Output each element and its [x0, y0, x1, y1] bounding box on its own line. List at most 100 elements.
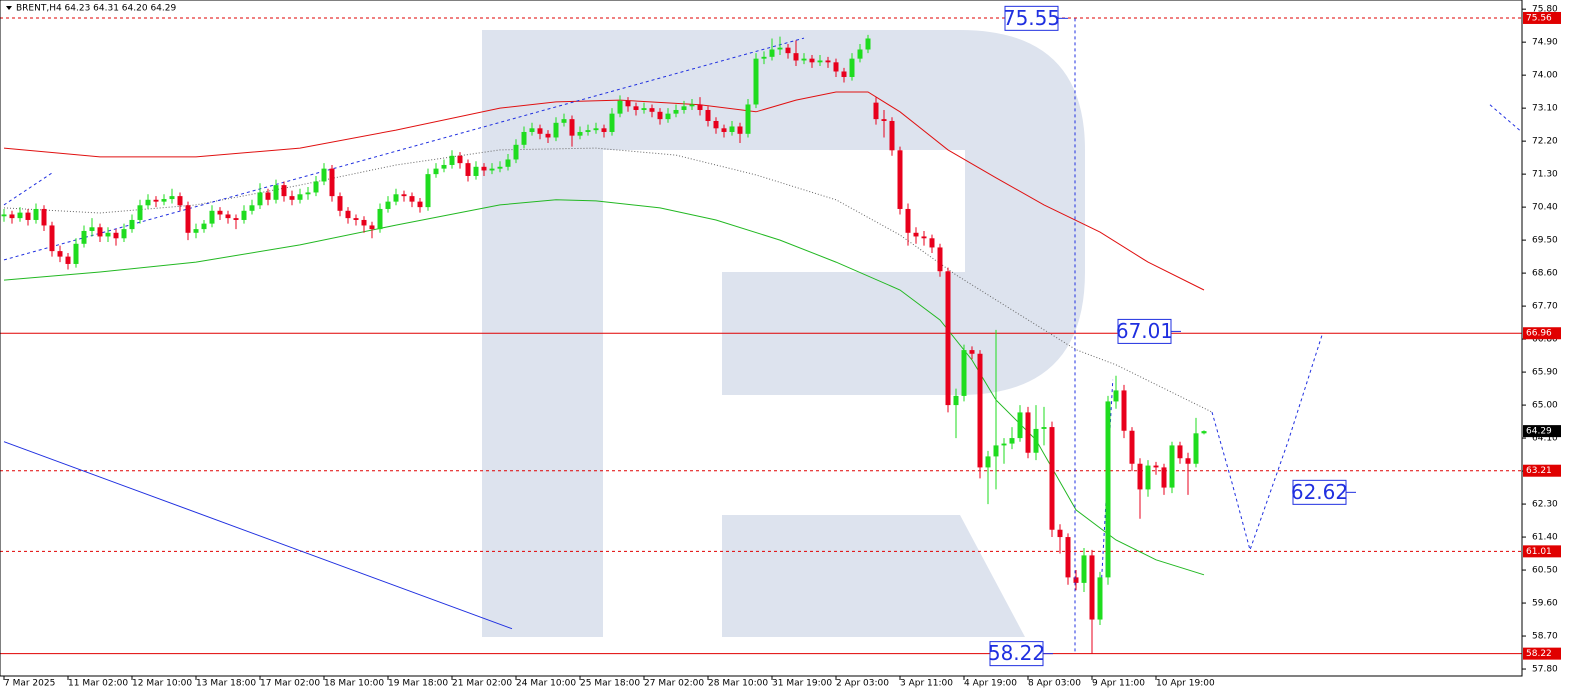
candle-body	[305, 192, 311, 195]
candle-body	[1193, 433, 1199, 464]
candle-body	[313, 181, 319, 193]
candle-body	[441, 164, 447, 169]
candle-body	[993, 445, 999, 457]
level-label: 66.96	[1526, 329, 1552, 339]
candle-body	[553, 122, 559, 138]
candle-body	[809, 58, 815, 63]
candle-body	[41, 208, 47, 226]
candle-body	[513, 144, 519, 160]
candle-body	[345, 210, 351, 219]
level-label-box	[1523, 11, 1561, 24]
candle-body	[177, 196, 183, 206]
candle-body	[1057, 529, 1063, 538]
candle-body	[857, 49, 863, 59]
y-tick-label: 74.00	[1532, 71, 1558, 81]
x-tick-label: 2 Apr 03:00	[836, 679, 889, 689]
candle-body	[873, 102, 879, 120]
x-tick-label: 17 Mar 02:00	[260, 679, 320, 689]
candle-body	[89, 227, 95, 231]
level-label: 61.01	[1526, 547, 1552, 557]
candle-body	[577, 131, 583, 136]
x-tick-label: 4 Apr 19:00	[964, 679, 1017, 689]
y-tick-label: 67.70	[1532, 302, 1558, 312]
menu-icon	[6, 6, 12, 10]
candle-body	[657, 111, 663, 120]
candle-body	[937, 247, 943, 272]
candle-body	[721, 128, 727, 132]
y-tick-label: 71.30	[1532, 170, 1558, 180]
candle-body	[729, 126, 735, 132]
candle-body	[401, 194, 407, 197]
candle-body	[1185, 458, 1191, 464]
indicator-line	[3, 91, 1205, 291]
candle-body	[49, 225, 55, 252]
candle-body	[337, 196, 343, 211]
y-tick-label: 69.50	[1532, 236, 1558, 246]
level-label-box	[1523, 545, 1561, 558]
candle-body	[153, 199, 159, 202]
candle-body	[1065, 537, 1071, 578]
candle-body	[25, 212, 31, 220]
candle-body	[697, 104, 703, 110]
candle-body	[761, 56, 767, 59]
candle-body	[1089, 555, 1095, 620]
candle-body	[369, 225, 375, 230]
candle-body	[537, 128, 543, 134]
y-tick-label: 58.70	[1532, 632, 1558, 642]
y-tick-label: 62.30	[1532, 500, 1558, 510]
candle-body	[217, 210, 223, 215]
candle-body	[169, 196, 175, 200]
candle-body	[905, 208, 911, 233]
candle-body	[1177, 445, 1183, 459]
candle-body	[1009, 438, 1015, 444]
indicator-line	[3, 199, 1205, 576]
candle-body	[1169, 445, 1175, 488]
candle-body	[777, 47, 783, 50]
candle-body	[649, 108, 655, 112]
level-label-box	[1523, 464, 1561, 477]
candle-body	[449, 155, 455, 165]
x-tick-label: 25 Mar 18:00	[580, 679, 640, 689]
y-tick-label: 73.10	[1532, 104, 1558, 114]
x-tick-label: 7 Mar 2025	[4, 679, 55, 689]
indicator-line	[1489, 104, 1521, 131]
y-tick-label: 65.90	[1532, 368, 1558, 378]
candle-body	[585, 130, 591, 132]
x-tick-label: 10 Apr 19:00	[1156, 679, 1215, 689]
candle-body	[193, 229, 199, 233]
candle-body	[1049, 427, 1055, 530]
candle-body	[825, 60, 831, 63]
candle-body	[121, 229, 127, 239]
annotation-label: 58.22	[988, 641, 1045, 665]
x-tick-label: 12 Mar 10:00	[132, 679, 192, 689]
candle-body	[1129, 430, 1135, 464]
candle-body	[97, 227, 103, 237]
y-tick-label: 74.90	[1532, 38, 1558, 48]
annotation-box	[1117, 318, 1172, 344]
indicator-line	[3, 441, 513, 630]
candle-body	[1153, 465, 1159, 468]
y-tick-label: 70.40	[1532, 203, 1558, 213]
annotation-box	[1292, 479, 1347, 505]
level-label: 75.56	[1526, 13, 1552, 23]
indicator-line	[1211, 334, 1323, 552]
candle-body	[113, 232, 119, 239]
candle-body	[529, 128, 535, 132]
candle-body	[849, 58, 855, 77]
candle-body	[297, 194, 303, 200]
candle-body	[377, 208, 383, 230]
candle-body	[673, 109, 679, 114]
x-tick-label: 9 Apr 11:00	[1092, 679, 1145, 689]
candle-body	[209, 210, 215, 224]
candle-body	[633, 106, 639, 110]
candle-body	[225, 214, 231, 219]
candle-body	[1121, 390, 1127, 431]
y-tick-label: 57.80	[1532, 665, 1558, 675]
candle-body	[81, 230, 87, 244]
candle-body	[233, 218, 239, 220]
candle-body	[129, 219, 135, 230]
level-label: 64.29	[1526, 427, 1552, 437]
watermark-bowl	[603, 30, 1085, 395]
candle-body	[841, 71, 847, 77]
